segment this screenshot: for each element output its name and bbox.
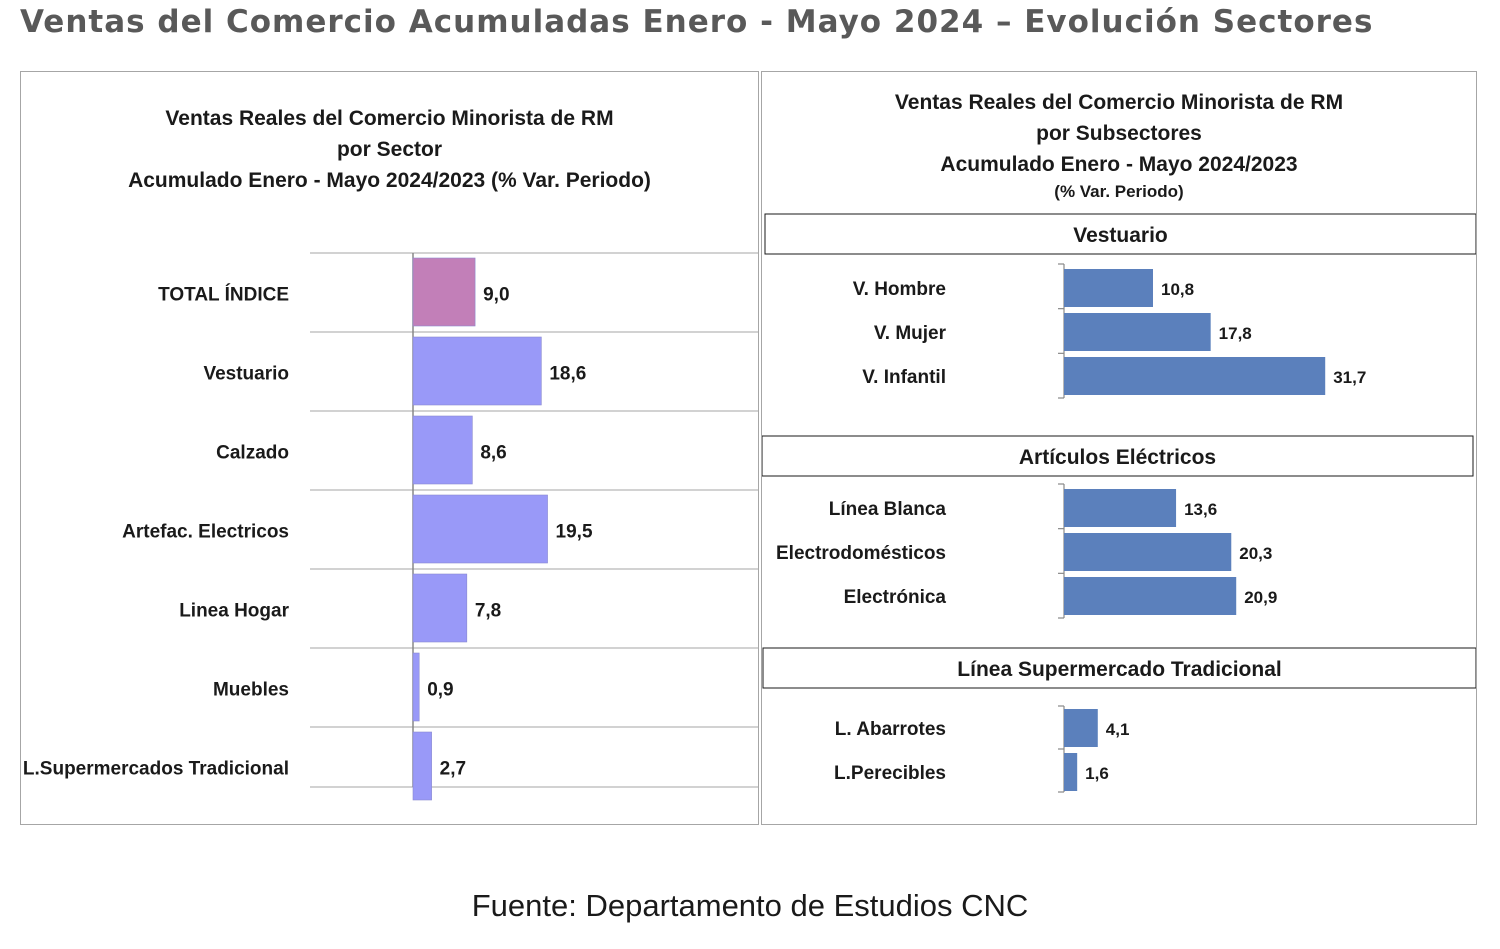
category-label: Artefac. Electricos bbox=[122, 522, 289, 543]
data-label: 10,8 bbox=[1161, 280, 1194, 299]
source-footer: Fuente: Departamento de Estudios CNC bbox=[471, 888, 1029, 923]
category-label: Linea Hogar bbox=[179, 601, 289, 622]
category-label: L. Abarrotes bbox=[835, 719, 946, 740]
group-header-box bbox=[762, 435, 1474, 477]
category-label: L.Supermercados Tradicional bbox=[23, 759, 289, 780]
bar bbox=[412, 573, 468, 643]
category-label: Electrodomésticos bbox=[776, 543, 946, 564]
data-label: 2,7 bbox=[440, 759, 466, 780]
category-label: TOTAL ÍNDICE bbox=[158, 284, 289, 306]
data-label: 17,8 bbox=[1219, 324, 1252, 343]
bar bbox=[1064, 269, 1153, 307]
data-label: 1,6 bbox=[1085, 764, 1109, 783]
data-label: 20,9 bbox=[1244, 588, 1277, 607]
bar bbox=[412, 652, 420, 722]
data-label: 7,8 bbox=[475, 601, 501, 622]
page-title: Ventas del Comercio Acumuladas Enero - M… bbox=[20, 4, 1374, 40]
data-label: 9,0 bbox=[483, 285, 509, 306]
bar bbox=[412, 257, 476, 327]
data-label: 0,9 bbox=[427, 680, 453, 701]
bar bbox=[1064, 577, 1237, 615]
subsector-chart-title-line: Ventas Reales del Comercio Minorista de … bbox=[894, 91, 1344, 114]
group-header-label: Línea Supermercado Tradicional bbox=[957, 658, 1281, 681]
bar bbox=[412, 336, 542, 406]
category-label: Muebles bbox=[213, 680, 289, 701]
bar bbox=[1064, 533, 1232, 571]
sector-bar-chart: TOTAL ÍNDICE 9,0 Vestuario 18,6 Calzado 8,6 Ar… bbox=[23, 252, 758, 801]
bar bbox=[412, 415, 473, 485]
data-label: 31,7 bbox=[1333, 368, 1366, 387]
bar bbox=[412, 494, 548, 564]
bar bbox=[412, 731, 432, 801]
subsector-chart-title-line: por Subsectores bbox=[1036, 122, 1202, 145]
bar bbox=[1064, 709, 1098, 747]
subsector-chart-title-line: Acumulado Enero - Mayo 2024/2023 bbox=[940, 153, 1298, 176]
category-label: V. Hombre bbox=[853, 279, 946, 300]
category-label: Electrónica bbox=[844, 587, 947, 608]
group-header-box bbox=[762, 647, 1476, 689]
group-header-label: Vestuario bbox=[1073, 224, 1168, 247]
group-header-box bbox=[764, 213, 1476, 255]
sector-chart-panel: Ventas Reales del Comercio Minorista de … bbox=[20, 71, 759, 825]
category-label: V. Infantil bbox=[862, 367, 946, 388]
sector-chart-title: Ventas Reales del Comercio Minorista de … bbox=[21, 103, 758, 196]
group-header-label: Artículos Eléctricos bbox=[1019, 446, 1216, 469]
category-label: L.Perecibles bbox=[834, 763, 946, 784]
category-label: Calzado bbox=[216, 443, 289, 464]
bar bbox=[1064, 313, 1211, 351]
bar bbox=[1064, 489, 1177, 527]
subsector-chart-title-line: (% Var. Periodo) bbox=[1054, 182, 1184, 201]
subsector-chart-panel: Ventas Reales del Comercio Minorista de … bbox=[761, 71, 1477, 825]
bar bbox=[1064, 357, 1326, 395]
data-label: 4,1 bbox=[1106, 720, 1130, 739]
data-label: 20,3 bbox=[1239, 544, 1272, 563]
data-label: 8,6 bbox=[480, 443, 506, 464]
bar bbox=[1064, 753, 1078, 791]
data-label: 18,6 bbox=[549, 364, 586, 385]
sector-chart-title-line: por Sector bbox=[336, 138, 443, 161]
sector-chart-title-line: Ventas Reales del Comercio Minorista de … bbox=[165, 107, 614, 130]
sector-chart-title-line: Acumulado Enero - Mayo 2024/2023 (% Var.… bbox=[128, 169, 651, 192]
subsector-bar-chart: Vestuario V. Hombre 10,8 V. Mujer 17,8 V. Inf… bbox=[762, 213, 1476, 793]
category-label: Línea Blanca bbox=[829, 499, 947, 520]
category-label: V. Mujer bbox=[874, 323, 947, 344]
data-label: 13,6 bbox=[1184, 500, 1217, 519]
subsector-chart-title: Ventas Reales del Comercio Minorista de … bbox=[762, 87, 1476, 204]
data-label: 19,5 bbox=[556, 522, 593, 543]
category-label: Vestuario bbox=[203, 364, 289, 385]
